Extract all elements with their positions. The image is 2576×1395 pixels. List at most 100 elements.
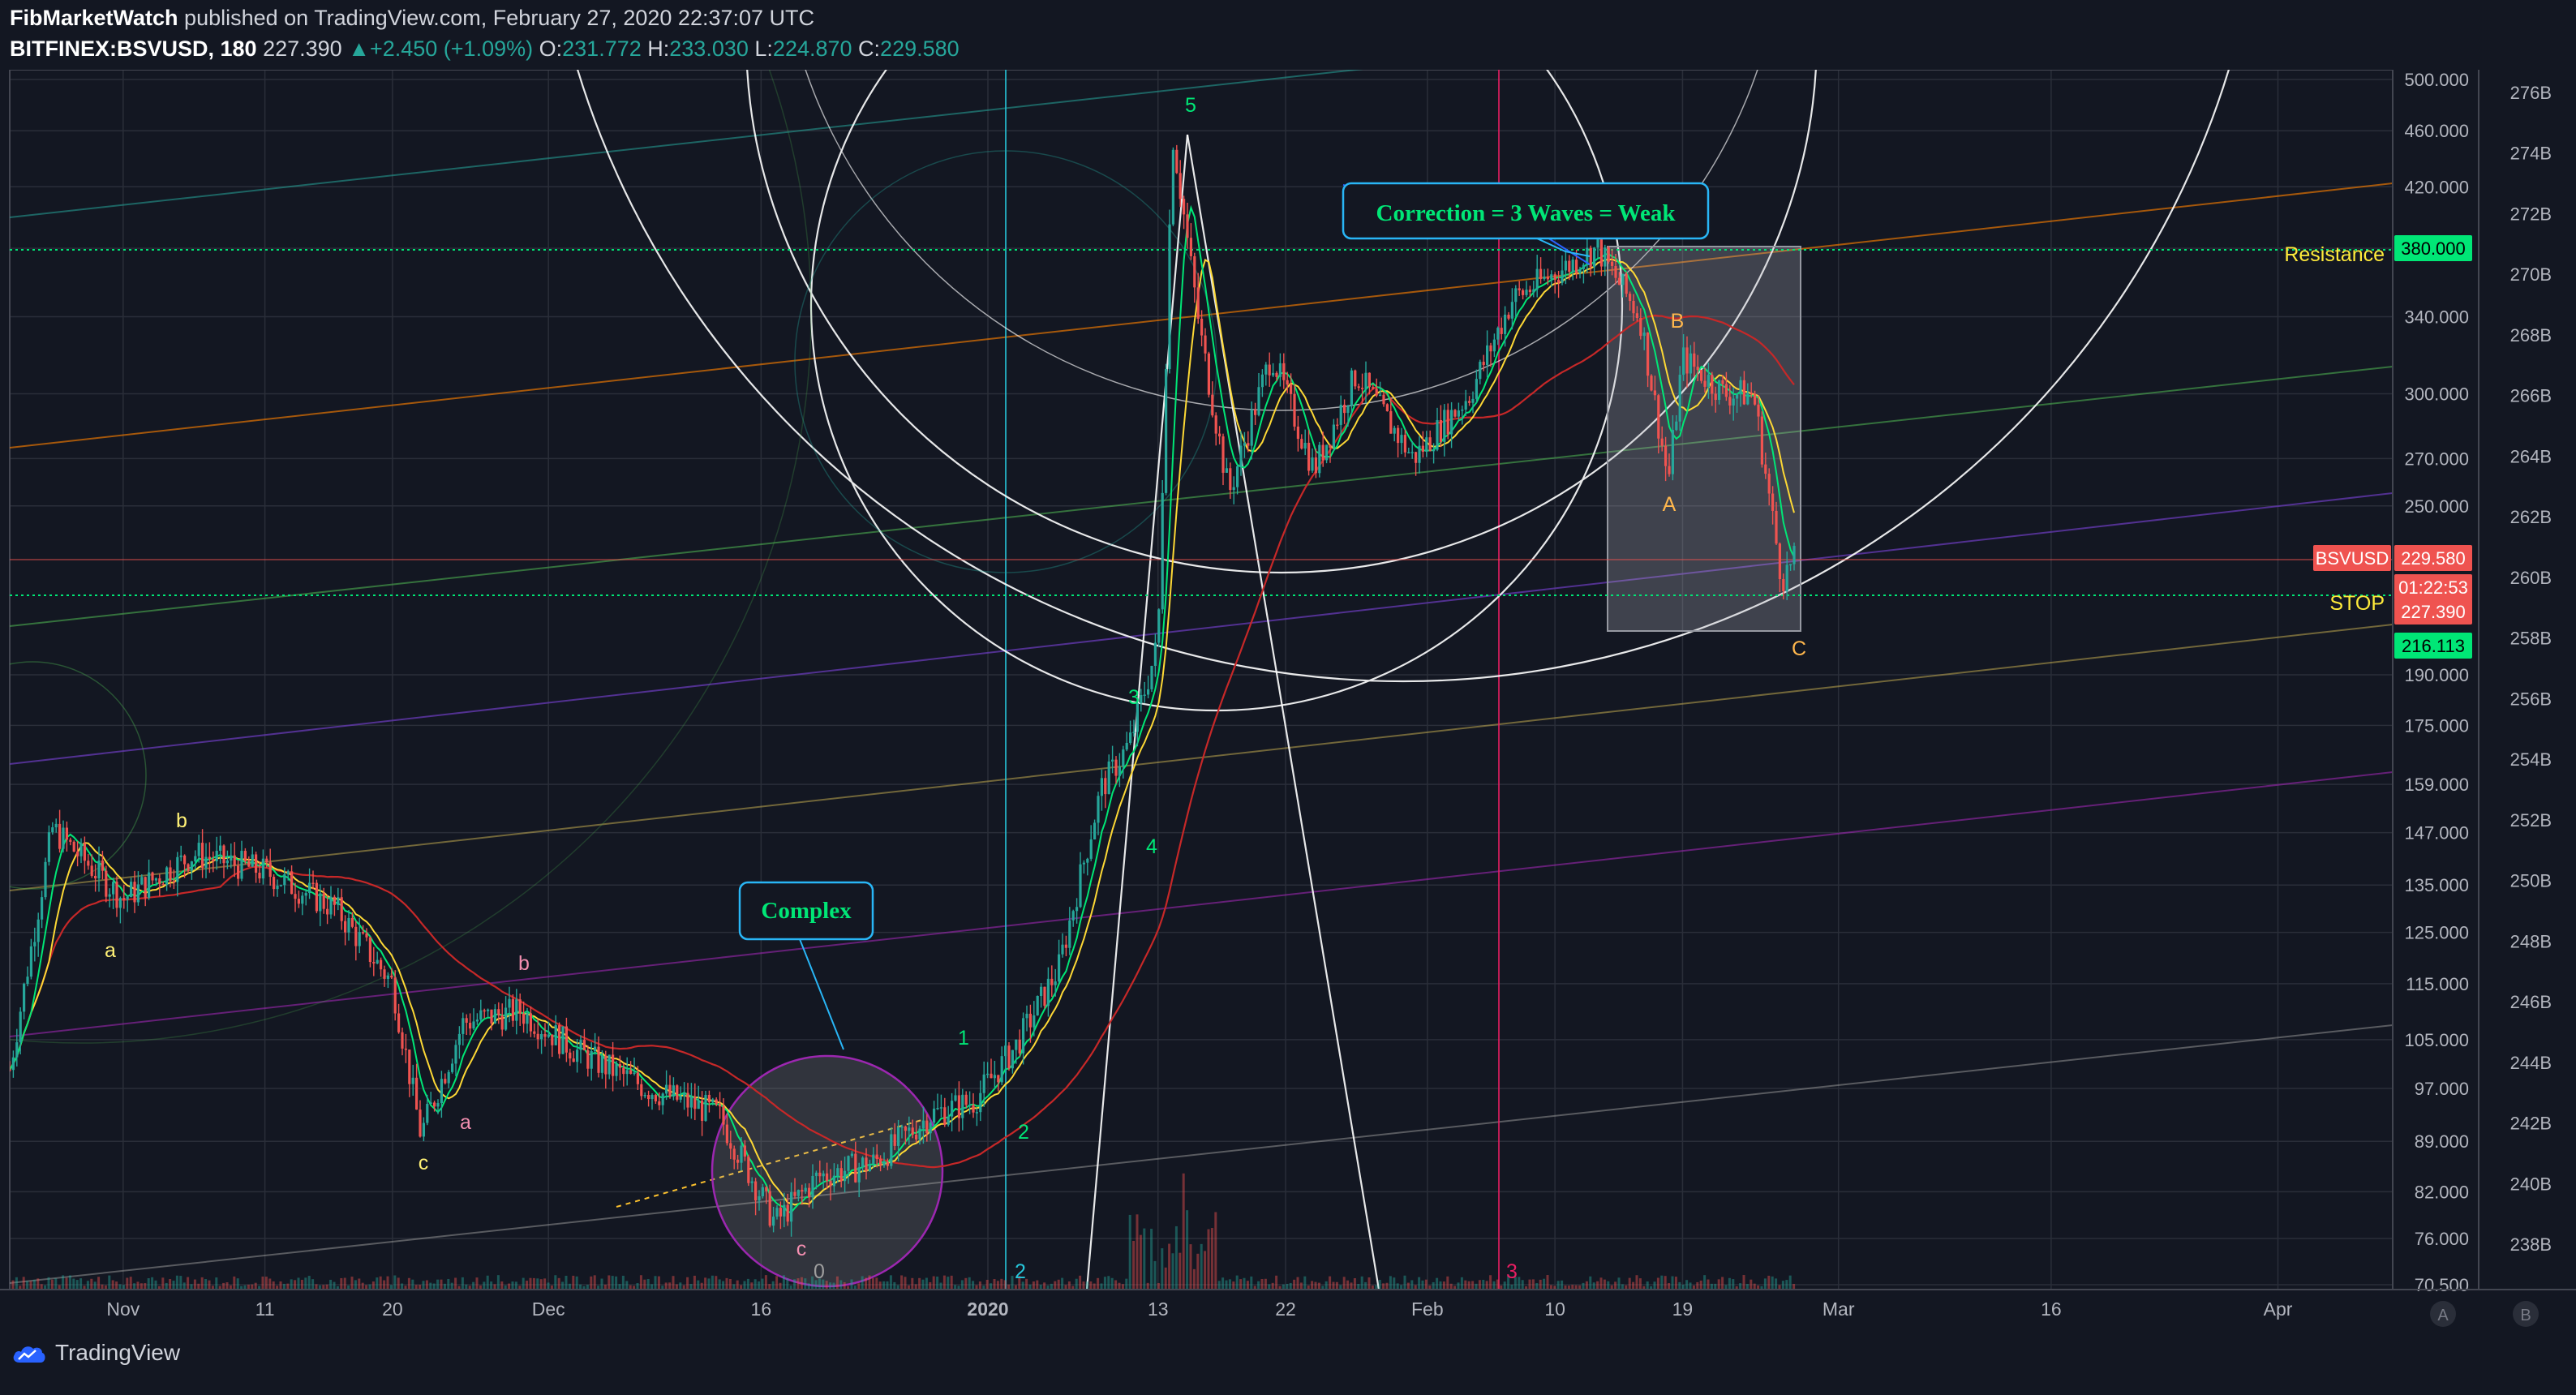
candle[interactable] bbox=[1058, 939, 1061, 983]
candle[interactable] bbox=[576, 1038, 579, 1073]
candle[interactable] bbox=[540, 1030, 543, 1054]
candle[interactable] bbox=[826, 1162, 829, 1190]
candle[interactable] bbox=[273, 874, 276, 897]
candle[interactable] bbox=[572, 1050, 575, 1062]
candle[interactable] bbox=[943, 1097, 947, 1127]
candle[interactable] bbox=[1189, 223, 1192, 260]
candle[interactable] bbox=[1617, 272, 1621, 285]
trend-line[interactable] bbox=[10, 624, 2393, 891]
candle[interactable] bbox=[1682, 333, 1685, 381]
candle[interactable] bbox=[472, 1008, 475, 1031]
symbol-label[interactable]: BITFINEX:BSVUSD, 180 bbox=[10, 36, 257, 61]
candle[interactable] bbox=[1314, 449, 1317, 479]
candle[interactable] bbox=[1522, 288, 1525, 300]
candle[interactable] bbox=[1054, 968, 1057, 997]
candle[interactable] bbox=[1614, 254, 1617, 285]
candle[interactable] bbox=[1450, 401, 1453, 449]
candle[interactable] bbox=[1518, 281, 1521, 296]
candle[interactable] bbox=[1568, 255, 1571, 281]
candle[interactable] bbox=[793, 1178, 796, 1200]
candle[interactable] bbox=[1346, 405, 1350, 427]
candle[interactable] bbox=[1372, 384, 1375, 390]
candle[interactable] bbox=[243, 848, 247, 865]
candle[interactable] bbox=[522, 1001, 526, 1033]
candle[interactable] bbox=[1011, 1049, 1014, 1074]
candle[interactable] bbox=[1089, 825, 1093, 861]
candle[interactable] bbox=[1689, 345, 1692, 382]
candle[interactable] bbox=[190, 861, 193, 880]
candle[interactable] bbox=[783, 1192, 786, 1228]
candle[interactable] bbox=[1303, 429, 1307, 456]
candle[interactable] bbox=[947, 1105, 950, 1127]
candle[interactable] bbox=[1033, 1001, 1036, 1037]
candle[interactable] bbox=[108, 888, 111, 908]
candle[interactable] bbox=[1671, 414, 1674, 481]
candle[interactable] bbox=[679, 1086, 682, 1103]
fib-arc[interactable] bbox=[0, 661, 147, 890]
candle[interactable] bbox=[618, 1055, 621, 1081]
candle[interactable] bbox=[1275, 371, 1278, 381]
candle[interactable] bbox=[1611, 248, 1614, 276]
candle[interactable] bbox=[1311, 448, 1314, 473]
candle[interactable] bbox=[1400, 427, 1403, 455]
candle[interactable] bbox=[975, 1108, 978, 1127]
candle[interactable] bbox=[279, 884, 282, 887]
candle[interactable] bbox=[29, 938, 32, 980]
candle[interactable] bbox=[804, 1183, 807, 1194]
candle[interactable] bbox=[612, 1041, 615, 1092]
candle[interactable] bbox=[1653, 376, 1656, 401]
candle[interactable] bbox=[1535, 255, 1539, 298]
candle[interactable] bbox=[1136, 700, 1139, 747]
candle[interactable] bbox=[94, 864, 97, 892]
candle[interactable] bbox=[658, 1092, 661, 1110]
candle[interactable] bbox=[768, 1184, 771, 1228]
candle[interactable] bbox=[1471, 391, 1475, 414]
candle[interactable] bbox=[697, 1085, 700, 1110]
candle[interactable] bbox=[315, 879, 318, 914]
candle[interactable] bbox=[1221, 433, 1225, 486]
candle[interactable] bbox=[1028, 1004, 1032, 1043]
candle[interactable] bbox=[1153, 633, 1157, 677]
candle[interactable] bbox=[790, 1182, 793, 1237]
candle[interactable] bbox=[1229, 462, 1232, 500]
candle[interactable] bbox=[886, 1158, 889, 1170]
candle[interactable] bbox=[51, 822, 54, 835]
candle[interactable] bbox=[429, 1092, 432, 1105]
candle[interactable] bbox=[911, 1119, 914, 1139]
candle[interactable] bbox=[1664, 436, 1668, 482]
candle[interactable] bbox=[179, 845, 182, 861]
candle[interactable] bbox=[536, 1019, 539, 1049]
candle[interactable] bbox=[1114, 756, 1118, 784]
candle[interactable] bbox=[1161, 480, 1164, 614]
candle[interactable] bbox=[1097, 792, 1100, 835]
candle[interactable] bbox=[683, 1082, 686, 1110]
candle[interactable] bbox=[836, 1164, 839, 1183]
candle[interactable] bbox=[290, 865, 294, 895]
candle[interactable] bbox=[11, 1050, 15, 1078]
candle[interactable] bbox=[457, 1026, 461, 1059]
candle[interactable] bbox=[1742, 371, 1745, 406]
candle[interactable] bbox=[1175, 144, 1179, 174]
candle[interactable] bbox=[115, 876, 118, 917]
candle[interactable] bbox=[1350, 367, 1353, 415]
candle[interactable] bbox=[890, 1127, 893, 1170]
candle[interactable] bbox=[1553, 272, 1556, 294]
candle[interactable] bbox=[158, 873, 161, 897]
candle[interactable] bbox=[643, 1092, 646, 1099]
candle[interactable] bbox=[1650, 374, 1653, 392]
time-axis[interactable]: Nov 11 20 Dec 16 2020 13 22 Feb 10 19 Mar 16 Apr bbox=[0, 1289, 2576, 1320]
candle[interactable] bbox=[1125, 732, 1128, 752]
candle[interactable] bbox=[161, 881, 165, 886]
candle[interactable] bbox=[1150, 665, 1153, 693]
candle[interactable] bbox=[1607, 246, 1610, 264]
candle[interactable] bbox=[622, 1062, 625, 1087]
candle[interactable] bbox=[500, 1003, 504, 1037]
candle[interactable] bbox=[165, 865, 169, 891]
candle[interactable] bbox=[1379, 381, 1382, 397]
candle[interactable] bbox=[1539, 257, 1543, 284]
candle[interactable] bbox=[672, 1077, 675, 1101]
candle[interactable] bbox=[183, 854, 187, 878]
candle[interactable] bbox=[1336, 418, 1339, 430]
candle[interactable] bbox=[693, 1083, 697, 1121]
candle[interactable] bbox=[668, 1075, 672, 1099]
